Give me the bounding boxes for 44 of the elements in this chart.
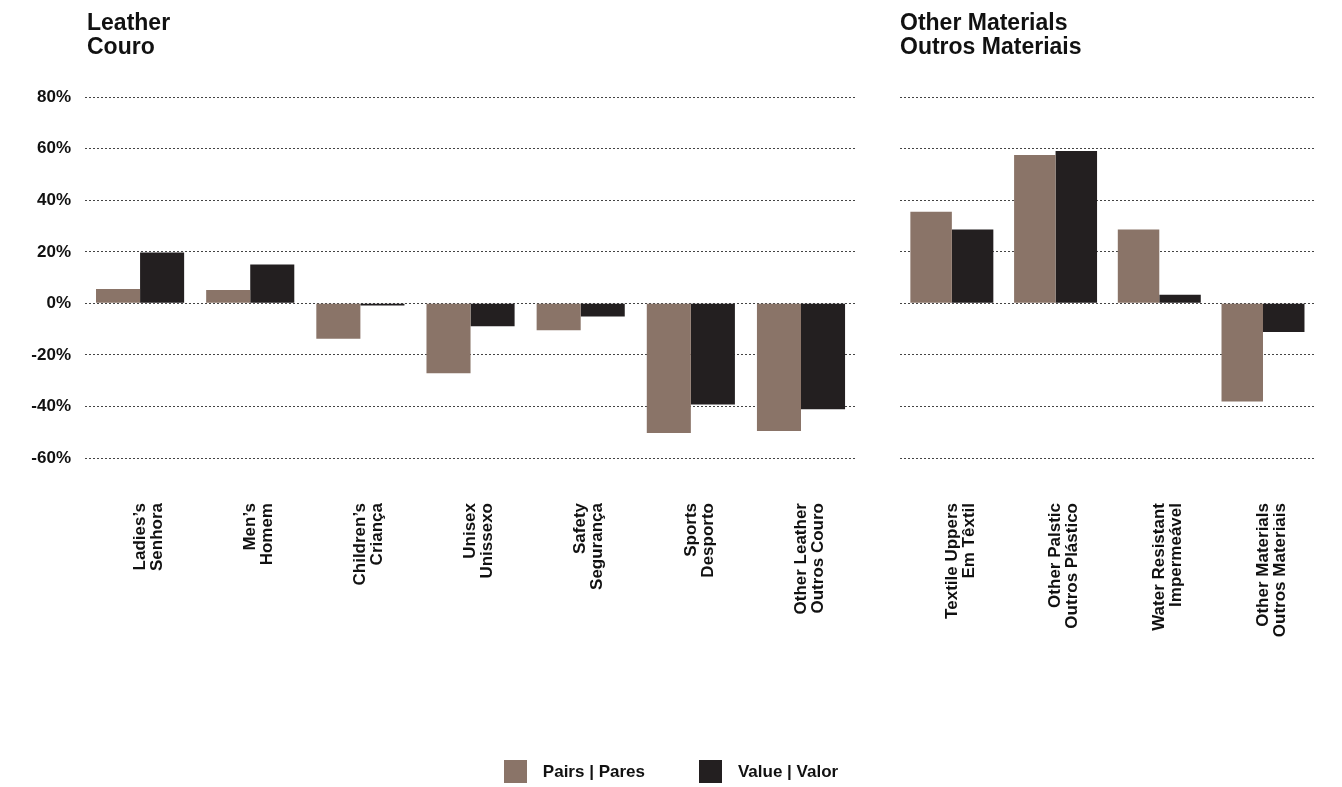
bar xyxy=(536,303,581,331)
x-tick-label: Textile Uppers Em Têxtil xyxy=(941,503,978,619)
legend-label: Pairs | Pares xyxy=(542,761,645,782)
legend-label: Value | Valor xyxy=(737,761,839,782)
bar xyxy=(646,303,691,433)
chart-title: Leather Couro xyxy=(87,9,171,59)
bar xyxy=(580,303,625,317)
bar xyxy=(1159,294,1201,303)
bar xyxy=(910,211,952,303)
x-tick-label: Water Resistant Impermeável xyxy=(1148,502,1185,631)
y-tick-label: 80% xyxy=(36,86,71,106)
bar xyxy=(470,303,515,327)
y-tick-label: -20% xyxy=(31,344,71,364)
bar xyxy=(1055,151,1098,303)
x-tick-label: Other Palstic Outros Plástico xyxy=(1045,503,1082,629)
y-tick-label: 60% xyxy=(36,138,71,158)
bar xyxy=(801,303,846,410)
bar xyxy=(316,303,361,339)
bar xyxy=(96,288,141,303)
bar xyxy=(690,303,735,405)
bar xyxy=(250,264,295,303)
bar xyxy=(140,252,185,303)
bar xyxy=(1014,154,1056,303)
y-tick-label: 20% xyxy=(36,241,71,261)
x-tick-label: Other Leather Outros Couro xyxy=(790,502,827,615)
bar xyxy=(756,303,801,431)
x-tick-label: Ladies’s Senhora xyxy=(129,502,166,572)
x-tick-label: Safety Segurança xyxy=(570,502,607,590)
bar xyxy=(1221,303,1263,402)
x-tick-label: Other Materials Outros Materiais xyxy=(1252,503,1289,638)
x-tick-label: Men’s Homem xyxy=(239,503,276,566)
bar xyxy=(951,229,994,303)
bar xyxy=(206,289,251,303)
bar xyxy=(1263,303,1305,332)
x-tick-label: Sports Desporto xyxy=(680,503,717,578)
x-tick-label: Unisex Unissexo xyxy=(460,502,497,579)
y-tick-label: -40% xyxy=(31,396,71,416)
x-tick-label: Children’s Criança xyxy=(350,502,387,586)
bar xyxy=(1117,229,1160,303)
y-tick-label: 0% xyxy=(46,293,71,313)
chart-title: Other Materials Outros Materiais xyxy=(900,9,1082,59)
y-tick-label: 40% xyxy=(36,189,71,209)
bar xyxy=(426,303,471,374)
y-tick-label: -60% xyxy=(31,447,71,467)
